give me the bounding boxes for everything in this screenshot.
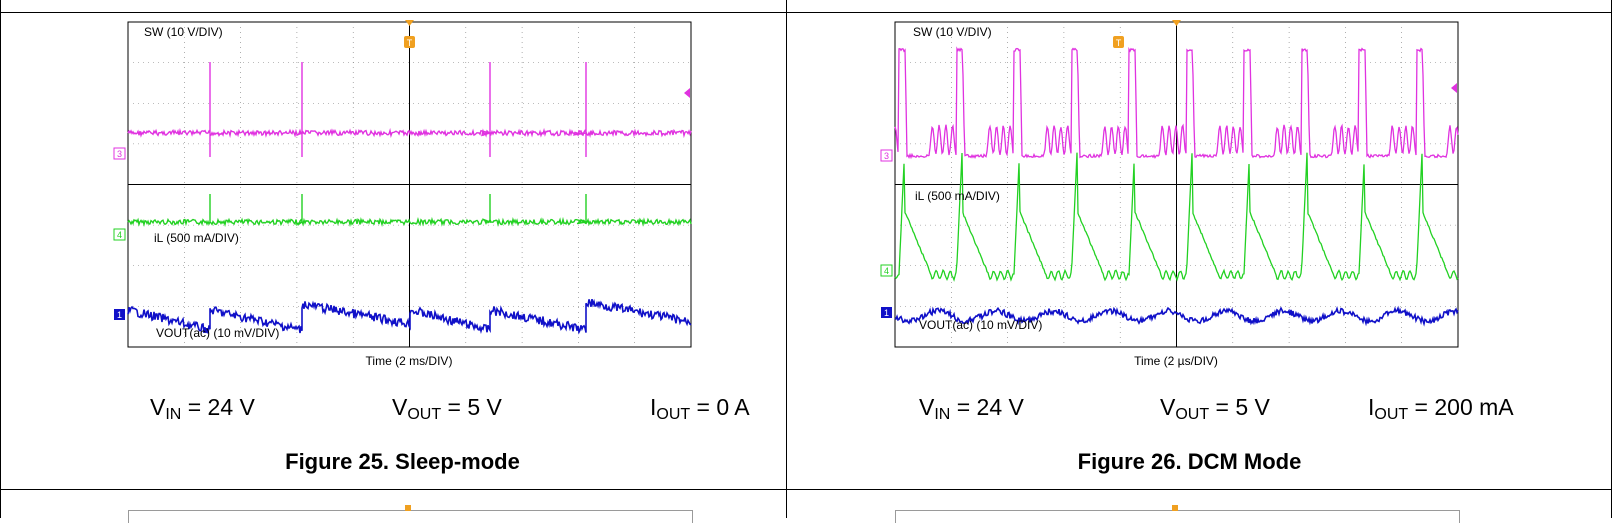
inductor-current-trace (894, 152, 1459, 282)
trigger-marker-label: T (407, 38, 413, 48)
sw-trace (894, 46, 1459, 160)
next-figure-frame-left (128, 510, 693, 523)
channel-4-marker (880, 264, 893, 277)
channel-1-marker-label: 1 (884, 308, 889, 318)
next-trigger-marker-right (1172, 505, 1178, 511)
figure-25-panel: SW (10 V/DIV) iL (500 mA/DIV) VOUT(ac) (… (0, 12, 805, 497)
channel-1-marker (114, 309, 125, 320)
table-border-left (0, 0, 1, 518)
trigger-marker-label: T (1116, 38, 1122, 48)
vout-condition: VOUT = 5 V (1160, 394, 1270, 423)
trigger-arrow (1172, 20, 1181, 26)
scope-grid (895, 22, 1458, 347)
iout-condition: IOUT = 200 mA (1368, 394, 1514, 423)
channel-3-marker-label: 3 (117, 149, 122, 159)
sw-trace (127, 62, 692, 157)
il-channel-label: iL (500 mA/DIV) (915, 189, 1000, 203)
sw-channel-label: SW (10 V/DIV) (913, 25, 992, 39)
sw-channel-label: SW (10 V/DIV) (144, 25, 223, 39)
table-divider (786, 0, 787, 518)
next-trigger-marker-left (405, 505, 411, 511)
time-axis-label: Time (2 µs/DIV) (1134, 354, 1218, 368)
trigger-arrow (405, 20, 414, 26)
trigger-level-arrow (1451, 83, 1457, 93)
inductor-current-trace (127, 194, 692, 228)
channel-4-marker-label: 4 (884, 266, 889, 276)
iout-condition: IOUT = 0 A (650, 394, 750, 423)
channel-1-marker-label: 1 (117, 310, 122, 320)
vout-channel-label: VOUT(ac) (10 mV/DIV) (156, 326, 279, 340)
table-border-bottom (0, 489, 1612, 490)
figure-caption: Figure 26. DCM Mode (1077, 449, 1302, 474)
table-border-top (0, 12, 1612, 13)
time-axis-label: Time (2 ms/DIV) (366, 354, 453, 368)
vin-condition: VIN = 24 V (919, 394, 1024, 423)
trigger-marker (404, 36, 415, 48)
vout-channel-label: VOUT(ac) (10 mV/DIV) (919, 318, 1042, 332)
vout-condition: VOUT = 5 V (392, 394, 502, 423)
trigger-marker (1113, 36, 1124, 48)
trigger-level-arrow (684, 88, 690, 98)
vout-trace (894, 305, 1459, 327)
channel-1-marker (881, 307, 892, 318)
vout-trace (127, 298, 692, 335)
oscilloscope-capture-25: SW (10 V/DIV) iL (500 mA/DIV) VOUT(ac) (… (113, 20, 692, 368)
oscilloscope-capture-26: SW (10 V/DIV) iL (500 mA/DIV) VOUT(ac) (… (880, 20, 1459, 368)
channel-3-marker (880, 149, 893, 162)
channel-4-marker-label: 4 (117, 230, 122, 240)
channel-4-marker (113, 228, 126, 241)
next-figure-frame-right (895, 510, 1460, 523)
il-channel-label: iL (500 mA/DIV) (154, 231, 239, 245)
scope-plot-25: SW (10 V/DIV) iL (500 mA/DIV) VOUT(ac) (… (113, 20, 692, 368)
scope-plot-26: SW (10 V/DIV) iL (500 mA/DIV) VOUT(ac) (… (880, 20, 1459, 368)
channel-3-marker-label: 3 (884, 151, 889, 161)
figure-caption: Figure 25. Sleep-mode (285, 449, 520, 474)
figure-26-panel: SW (10 V/DIV) iL (500 mA/DIV) VOUT(ac) (… (787, 12, 1592, 497)
vin-condition: VIN = 24 V (150, 394, 255, 423)
channel-3-marker (113, 147, 126, 160)
scope-grid (128, 22, 691, 347)
